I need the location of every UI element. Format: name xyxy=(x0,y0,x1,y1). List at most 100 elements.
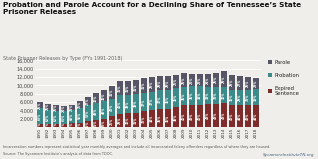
Bar xyxy=(69,123,75,127)
Text: 32%: 32% xyxy=(214,92,218,99)
Text: 33%: 33% xyxy=(254,94,258,101)
Text: 42%: 42% xyxy=(198,112,202,120)
Text: 21%: 21% xyxy=(94,120,98,127)
Bar xyxy=(109,86,115,99)
Text: 37%: 37% xyxy=(150,97,154,104)
Bar xyxy=(77,101,83,108)
Bar xyxy=(69,105,75,110)
Text: 30%: 30% xyxy=(230,94,234,101)
Bar xyxy=(221,103,227,127)
Bar xyxy=(109,116,115,127)
Text: 31%: 31% xyxy=(126,85,130,92)
Bar xyxy=(69,110,75,123)
Bar xyxy=(165,76,171,90)
Bar xyxy=(221,87,227,103)
Text: 56%: 56% xyxy=(78,112,82,119)
Bar xyxy=(109,99,115,116)
Bar xyxy=(181,106,187,127)
Bar xyxy=(149,92,155,110)
Text: 18%: 18% xyxy=(78,121,82,128)
Bar xyxy=(189,105,195,127)
Bar xyxy=(125,113,131,127)
Bar xyxy=(205,104,211,127)
Legend: Parole, Probation, Expired
Sentence: Parole, Probation, Expired Sentence xyxy=(268,60,299,96)
Bar xyxy=(117,81,123,95)
Bar xyxy=(37,102,43,108)
Bar xyxy=(213,104,219,127)
Text: 24%: 24% xyxy=(62,105,66,112)
Text: 48%: 48% xyxy=(102,107,106,114)
Text: 40%: 40% xyxy=(118,101,122,108)
Text: 37%: 37% xyxy=(142,99,146,106)
Bar xyxy=(229,106,235,127)
Text: 30%: 30% xyxy=(222,91,226,99)
Text: 40%: 40% xyxy=(182,113,186,120)
Text: 25%: 25% xyxy=(182,76,186,84)
Bar xyxy=(221,71,227,87)
Text: 38%: 38% xyxy=(174,114,178,121)
Bar xyxy=(157,76,163,90)
Bar xyxy=(101,119,107,127)
Bar xyxy=(93,103,99,120)
Bar xyxy=(117,95,123,114)
Text: State Prisoner Releases by Type (FYs 1991-2018): State Prisoner Releases by Type (FYs 199… xyxy=(3,56,122,61)
Text: 30%: 30% xyxy=(102,92,106,100)
Bar xyxy=(173,75,179,88)
Text: 31%: 31% xyxy=(110,89,114,96)
Bar xyxy=(173,88,179,107)
Text: 44%: 44% xyxy=(238,112,242,120)
Bar xyxy=(149,77,155,92)
Text: 27%: 27% xyxy=(238,79,242,86)
Bar xyxy=(189,74,195,86)
Text: 13%: 13% xyxy=(54,122,58,129)
Bar xyxy=(157,90,163,109)
Text: 23%: 23% xyxy=(190,77,194,84)
Bar xyxy=(77,108,83,123)
Text: 29%: 29% xyxy=(238,93,242,101)
Text: 24%: 24% xyxy=(206,77,210,84)
Bar xyxy=(53,124,59,127)
Bar xyxy=(61,111,67,124)
Bar xyxy=(213,87,219,104)
Text: 17%: 17% xyxy=(70,122,74,129)
Bar xyxy=(45,110,51,124)
Text: 52%: 52% xyxy=(86,109,90,117)
Text: 42%: 42% xyxy=(230,113,234,120)
Bar xyxy=(205,87,211,104)
Text: 35%: 35% xyxy=(182,93,186,100)
Text: 36%: 36% xyxy=(166,96,170,103)
Text: 43%: 43% xyxy=(222,112,226,119)
Bar xyxy=(229,90,235,106)
Text: 30%: 30% xyxy=(126,117,130,124)
Text: 44%: 44% xyxy=(254,113,258,120)
Text: 34%: 34% xyxy=(198,92,202,99)
Text: 28%: 28% xyxy=(166,80,170,87)
Bar xyxy=(197,74,203,86)
Text: SycamoreInstituteTN.org: SycamoreInstituteTN.org xyxy=(263,153,315,157)
Text: 39%: 39% xyxy=(134,100,138,107)
Bar xyxy=(101,101,107,119)
Text: 39%: 39% xyxy=(126,101,130,108)
Text: 31%: 31% xyxy=(134,116,138,124)
Text: 31%: 31% xyxy=(118,85,122,92)
Bar xyxy=(181,73,187,87)
Bar xyxy=(205,74,211,87)
Bar xyxy=(141,111,147,127)
Bar xyxy=(197,105,203,127)
Text: 31%: 31% xyxy=(134,83,138,90)
Bar xyxy=(165,90,171,109)
Bar xyxy=(213,73,219,87)
Text: 28%: 28% xyxy=(222,75,226,83)
Bar xyxy=(77,123,83,127)
Text: Source: The Sycamore Institute’s analysis of data from TDOC.: Source: The Sycamore Institute’s analysi… xyxy=(3,152,113,156)
Text: 35%: 35% xyxy=(190,92,194,99)
Bar xyxy=(133,80,139,94)
Bar xyxy=(53,111,59,124)
Bar xyxy=(181,87,187,106)
Bar xyxy=(133,94,139,113)
Text: 26%: 26% xyxy=(110,118,114,125)
Bar xyxy=(61,124,67,127)
Bar xyxy=(85,97,91,105)
Text: 15%: 15% xyxy=(62,122,66,129)
Text: 23%: 23% xyxy=(102,119,106,127)
